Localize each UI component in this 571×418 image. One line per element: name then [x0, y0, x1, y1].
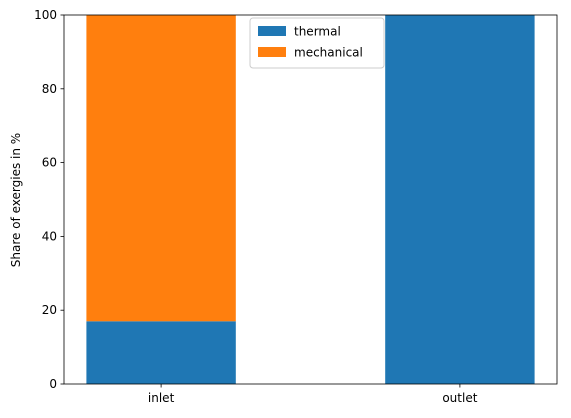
axes-group: 0 20 40 60 80 100 inlet outlet: [34, 8, 558, 405]
bar-thermal-outlet: [385, 15, 535, 384]
axes-frame: [63, 14, 558, 385]
y-tick-label: 100: [34, 8, 57, 22]
legend-swatch-mechanical: [258, 47, 286, 57]
y-tick-label: 0: [49, 377, 57, 391]
x-tick-label: outlet: [442, 391, 477, 405]
legend-swatch-thermal: [258, 26, 286, 36]
y-tick-label: 80: [42, 82, 57, 96]
y-axis-label: Share of exergies in %: [9, 133, 23, 267]
bar-mechanical-inlet: [86, 15, 236, 322]
legend: thermal mechanical: [249, 17, 385, 69]
bar-thermal-inlet: [86, 321, 236, 384]
y-tick-label: 40: [42, 229, 57, 243]
legend-label-mechanical: mechanical: [294, 46, 363, 60]
legend-label-thermal: thermal: [294, 25, 341, 39]
x-tick-label: inlet: [148, 391, 175, 405]
bars-group: [86, 15, 535, 384]
y-tick-label: 60: [42, 156, 57, 170]
y-tick-label: 20: [42, 303, 57, 317]
